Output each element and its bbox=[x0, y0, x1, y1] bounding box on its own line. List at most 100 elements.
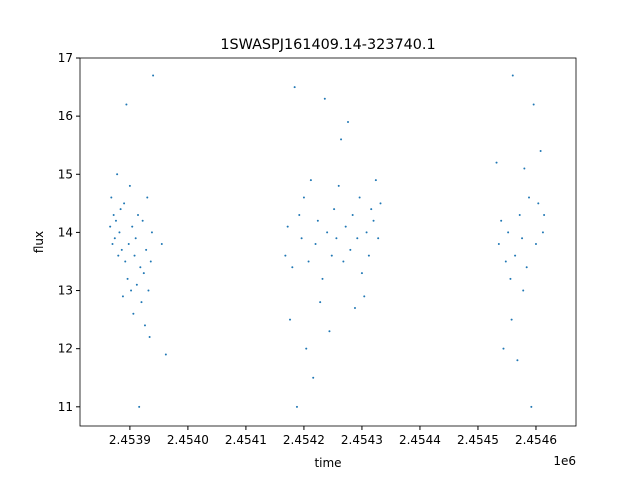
point bbox=[139, 266, 142, 269]
point bbox=[131, 225, 134, 228]
point bbox=[114, 219, 117, 222]
point bbox=[126, 277, 129, 280]
point bbox=[333, 208, 336, 211]
point bbox=[374, 179, 377, 182]
point bbox=[109, 225, 112, 228]
point bbox=[532, 103, 535, 106]
point bbox=[111, 243, 114, 246]
point bbox=[286, 225, 289, 228]
point bbox=[137, 213, 140, 216]
point bbox=[291, 266, 294, 269]
point bbox=[132, 312, 135, 315]
point bbox=[141, 219, 144, 222]
point bbox=[142, 272, 145, 275]
point bbox=[135, 283, 138, 286]
point bbox=[344, 225, 347, 228]
point bbox=[351, 213, 354, 216]
point bbox=[367, 254, 370, 257]
point bbox=[330, 254, 333, 257]
point bbox=[150, 231, 153, 234]
point bbox=[337, 184, 340, 187]
point bbox=[143, 324, 146, 327]
y-tick-label: 13 bbox=[58, 284, 73, 298]
x-tick-label: 2.4546 bbox=[515, 433, 557, 447]
y-tick-label: 14 bbox=[58, 225, 73, 239]
point bbox=[134, 237, 137, 240]
point bbox=[523, 167, 526, 170]
point bbox=[370, 208, 373, 211]
point bbox=[335, 237, 338, 240]
point bbox=[145, 248, 148, 251]
y-tick-label: 17 bbox=[58, 51, 73, 65]
point bbox=[363, 295, 366, 298]
point bbox=[342, 260, 345, 263]
point bbox=[127, 243, 130, 246]
point bbox=[130, 289, 133, 292]
point bbox=[510, 318, 513, 321]
point bbox=[160, 243, 163, 246]
point bbox=[514, 254, 517, 257]
point bbox=[148, 336, 151, 339]
point bbox=[113, 237, 116, 240]
point bbox=[138, 405, 141, 408]
point bbox=[379, 202, 382, 205]
axes-frame bbox=[79, 57, 577, 427]
point bbox=[347, 120, 350, 123]
point bbox=[541, 231, 544, 234]
x-tick-label: 2.4539 bbox=[109, 433, 151, 447]
point bbox=[500, 219, 503, 222]
point bbox=[300, 237, 303, 240]
point bbox=[110, 196, 113, 199]
point bbox=[319, 301, 322, 304]
point bbox=[349, 248, 352, 251]
x-tick-label: 2.4542 bbox=[283, 433, 325, 447]
point bbox=[305, 347, 308, 350]
point bbox=[284, 254, 287, 257]
point bbox=[326, 231, 329, 234]
point bbox=[340, 138, 343, 141]
x-tick-label: 2.4541 bbox=[225, 433, 267, 447]
point bbox=[133, 254, 136, 257]
x-axis-label: time bbox=[314, 456, 341, 470]
point bbox=[293, 86, 296, 89]
point bbox=[117, 254, 120, 257]
point bbox=[356, 237, 359, 240]
point bbox=[511, 74, 514, 77]
point bbox=[289, 318, 292, 321]
point bbox=[537, 202, 540, 205]
point bbox=[125, 103, 128, 106]
point bbox=[525, 266, 528, 269]
point bbox=[128, 184, 131, 187]
point bbox=[309, 179, 312, 182]
point bbox=[147, 289, 150, 292]
point bbox=[119, 208, 122, 211]
point bbox=[140, 301, 143, 304]
point bbox=[120, 248, 123, 251]
x-offset: 1e6 bbox=[553, 454, 576, 468]
point bbox=[312, 376, 315, 379]
y-tick-label: 16 bbox=[58, 109, 73, 123]
point bbox=[307, 260, 310, 263]
x-tick-label: 2.4544 bbox=[399, 433, 441, 447]
y-tick-label: 15 bbox=[58, 167, 73, 181]
point bbox=[502, 347, 505, 350]
point bbox=[521, 237, 524, 240]
point bbox=[328, 330, 331, 333]
point bbox=[495, 161, 498, 164]
point bbox=[314, 243, 317, 246]
chart-title: 1SWASPJ161409.14-323740.1 bbox=[220, 37, 435, 53]
x-tick-label: 2.4543 bbox=[341, 433, 383, 447]
point bbox=[316, 219, 319, 222]
point bbox=[121, 295, 124, 298]
point bbox=[522, 289, 525, 292]
y-tick-label: 11 bbox=[58, 400, 73, 414]
point bbox=[149, 260, 152, 263]
point bbox=[372, 219, 375, 222]
point bbox=[321, 277, 324, 280]
x-tick-label: 2.4540 bbox=[167, 433, 209, 447]
point bbox=[152, 74, 155, 77]
point bbox=[509, 277, 512, 280]
point bbox=[124, 260, 127, 263]
